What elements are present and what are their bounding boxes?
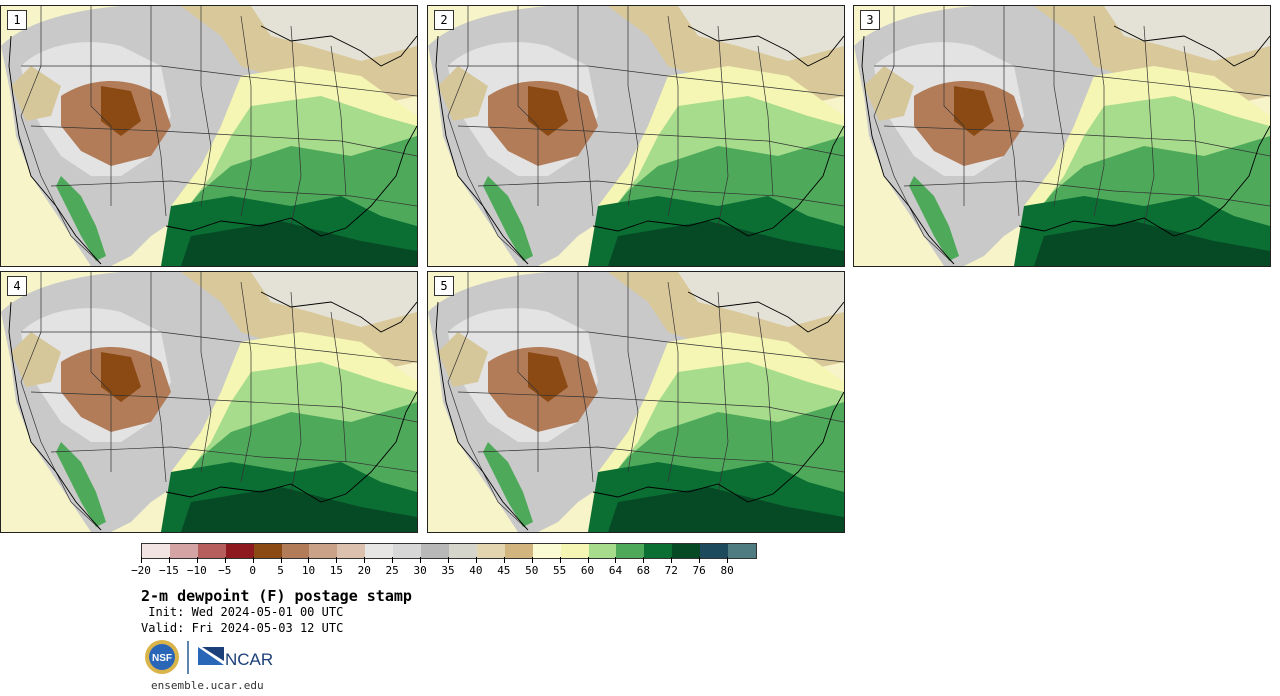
colorbar-tick [643, 557, 645, 563]
colorbar-tick-label: 60 [580, 564, 595, 577]
colorbar-swatch [588, 544, 617, 558]
colorbar [141, 543, 757, 559]
nsf-seal-icon: NSF [145, 640, 179, 674]
colorbar-tick [727, 557, 729, 563]
colorbar-tick [615, 557, 617, 563]
colorbar-tick-label: 80 [720, 564, 734, 577]
colorbar-swatch [421, 544, 449, 558]
colorbar-swatch [393, 544, 422, 558]
colorbar-swatch [365, 544, 394, 558]
colorbar-swatch [309, 544, 338, 558]
map-panel-1: 1 [0, 5, 418, 267]
colorbar-tick [141, 557, 142, 563]
colorbar-tick-label: −10 [186, 564, 207, 577]
dewpoint-map [1, 6, 417, 266]
map-panel-3: 3 [853, 5, 1271, 267]
colorbar-swatch [644, 544, 673, 558]
colorbar-swatch [504, 544, 533, 558]
panel-number-label: 3 [860, 10, 880, 30]
nsf-ncar-logo: NSF NCAR [145, 640, 273, 674]
colorbar-ticks: −20 −15 −10 −5 0 5 10 15 20 25 30 35 40 45 50 55 60 64 68 7… [131, 557, 755, 577]
colorbar-tick-label: 15 [329, 564, 343, 577]
colorbar-swatch [142, 544, 170, 558]
colorbar-swatch [197, 544, 226, 558]
colorbar-tick-label: 5 [277, 564, 284, 577]
svg-text:NCAR: NCAR [225, 650, 273, 669]
colorbar-tick-label: 20 [357, 564, 371, 577]
colorbar-tick-label: −20 [131, 564, 151, 577]
colorbar-tick-label: 40 [469, 564, 483, 577]
map-panel-4: 4 [0, 271, 418, 533]
colorbar-tick-label: 64 [608, 564, 623, 577]
colorbar-tick [559, 557, 561, 563]
colorbar-tick [671, 557, 673, 563]
colorbar-tick-label: 50 [525, 564, 539, 577]
dewpoint-map [1, 272, 417, 532]
colorbar-tick-label: 68 [636, 564, 650, 577]
colorbar-tick [336, 557, 338, 563]
colorbar-tick [392, 557, 394, 563]
dewpoint-map [428, 6, 844, 266]
colorbar-swatch [476, 544, 505, 558]
panel-number-label: 4 [7, 276, 27, 296]
colorbar-tick-label: 10 [301, 564, 316, 577]
panel-number-label: 1 [7, 10, 27, 30]
init-time: Init: Wed 2024-05-01 00 UTC [141, 605, 344, 619]
colorbar-tick [224, 557, 226, 563]
panel-number-label: 5 [434, 276, 454, 296]
colorbar-tick [252, 557, 254, 563]
colorbar-tick [280, 557, 282, 563]
colorbar-swatch [253, 544, 282, 558]
svg-text:NSF: NSF [152, 653, 172, 664]
colorbar-swatch [225, 544, 254, 558]
colorbar-tick-label: 72 [664, 564, 678, 577]
colorbar-tick [168, 557, 170, 563]
map-panel-2: 2 [427, 5, 845, 267]
colorbar-tick [196, 557, 198, 563]
colorbar-swatch [560, 544, 589, 558]
colorbar-tick [503, 557, 505, 563]
colorbar-tick-label: 45 [497, 564, 511, 577]
colorbar-tick [364, 557, 366, 563]
dewpoint-map [428, 272, 844, 532]
colorbar-swatch [169, 544, 198, 558]
colorbar-swatch [337, 544, 366, 558]
colorbar-tick [475, 557, 477, 563]
colorbar-tick [531, 557, 533, 563]
colorbar-swatch [281, 544, 310, 558]
colorbar-tick [587, 557, 589, 563]
colorbar-tick-label: 35 [441, 564, 455, 577]
colorbar-tick-label: −5 [218, 564, 232, 577]
colorbar-swatch [700, 544, 729, 558]
footer-url: ensemble.ucar.edu [151, 679, 264, 692]
chart-title: 2-m dewpoint (F) postage stamp [141, 587, 412, 605]
colorbar-swatch [448, 544, 477, 558]
colorbar-tick-label: 30 [413, 564, 427, 577]
valid-time: Valid: Fri 2024-05-03 12 UTC [141, 621, 344, 635]
colorbar-tick-label: −15 [158, 564, 179, 577]
colorbar-tick [699, 557, 701, 563]
colorbar-swatch [672, 544, 701, 558]
colorbar-tick-label: 0 [249, 564, 256, 577]
ncar-logo-icon: NCAR [198, 647, 273, 669]
colorbar-tick-label: 55 [553, 564, 567, 577]
panel-number-label: 2 [434, 10, 454, 30]
map-panel-5: 5 [427, 271, 845, 533]
dewpoint-map [854, 6, 1270, 266]
colorbar-tick-label: 25 [385, 564, 399, 577]
colorbar-swatch [532, 544, 561, 558]
colorbar-swatch [728, 544, 756, 558]
colorbar-tick [308, 557, 310, 563]
colorbar-tick [420, 557, 422, 563]
colorbar-tick [448, 557, 449, 563]
colorbar-swatch [616, 544, 645, 558]
colorbar-tick-label: 76 [692, 564, 706, 577]
